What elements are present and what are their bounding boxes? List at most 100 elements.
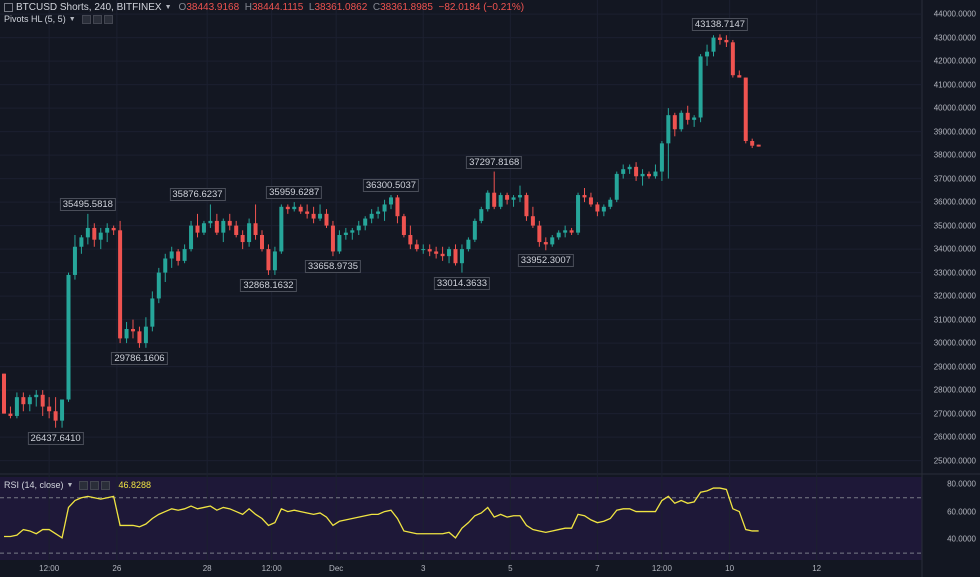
rsi-pane-background xyxy=(0,477,922,560)
candle-body xyxy=(505,195,510,200)
candle-body xyxy=(176,251,181,261)
candle-body xyxy=(511,197,516,200)
candle-body xyxy=(111,227,116,231)
candle-body xyxy=(685,112,690,120)
pivot-label: 33952.3007 xyxy=(517,254,574,268)
price-tick-label: 31000.0000 xyxy=(933,315,976,325)
price-tick-label: 43000.0000 xyxy=(933,33,976,43)
candle-body xyxy=(182,249,187,261)
candle-body xyxy=(414,244,419,250)
candle-body xyxy=(337,235,342,252)
candle-body xyxy=(14,397,19,416)
candle-body xyxy=(408,235,413,245)
open-value: 38443.9168 xyxy=(186,1,240,13)
rsi-indicator-legend: RSI (14, close) ▼ 46.8288 xyxy=(4,480,151,490)
candle-body xyxy=(627,166,632,170)
candle-body xyxy=(343,232,348,235)
candle-body xyxy=(85,227,90,238)
candle-body xyxy=(621,169,626,174)
high-value: 38444.1115 xyxy=(251,1,304,13)
candle-body xyxy=(472,220,477,240)
price-tick-label: 28000.0000 xyxy=(933,385,976,395)
pivot-label: 35876.6237 xyxy=(169,188,226,202)
price-tick-label: 37000.0000 xyxy=(933,174,976,184)
time-tick-label: 10 xyxy=(725,564,735,573)
time-tick-label: 12:00 xyxy=(39,564,60,573)
candle-body xyxy=(143,326,148,344)
candle-body xyxy=(440,253,445,257)
candle-body xyxy=(72,246,77,275)
candle-body xyxy=(260,235,264,250)
candle-body xyxy=(156,272,161,299)
candle-body xyxy=(698,56,703,118)
price-tick-label: 25000.0000 xyxy=(933,456,976,466)
eye-icon[interactable] xyxy=(81,14,91,24)
candle-body xyxy=(266,249,271,271)
candle-body xyxy=(608,199,613,207)
rsi-line xyxy=(4,487,759,539)
candle-body xyxy=(711,37,716,52)
chevron-down-icon[interactable]: ▼ xyxy=(66,481,74,489)
gear-icon[interactable] xyxy=(90,480,100,490)
candle-body xyxy=(563,230,568,233)
candle-body xyxy=(717,37,722,40)
candle-body xyxy=(163,258,168,273)
rsi-current-value: 46.8288 xyxy=(118,480,152,490)
candle-body xyxy=(305,211,310,214)
time-tick-label: 5 xyxy=(508,564,513,573)
candle-body xyxy=(227,220,232,226)
price-tick-label: 30000.0000 xyxy=(933,338,976,348)
price-tick-label: 40000.0000 xyxy=(933,103,976,113)
candle-body xyxy=(659,143,664,172)
candle-body xyxy=(285,206,290,210)
close-label: C xyxy=(372,1,381,13)
candle-body xyxy=(395,197,400,217)
rsi-indicator-label[interactable]: RSI (14, close) xyxy=(4,480,64,490)
time-tick-label: 28 xyxy=(202,564,212,573)
candle-body xyxy=(401,216,406,235)
pivots-indicator-label[interactable]: Pivots HL (5, 5) xyxy=(4,14,66,24)
pivot-label: 33014.3633 xyxy=(433,276,491,290)
candle-body xyxy=(427,249,432,252)
candle-body xyxy=(569,230,574,233)
price-tick-label: 26000.0000 xyxy=(933,432,976,442)
candle-body xyxy=(485,192,490,210)
price-tick-label: 33000.0000 xyxy=(933,268,976,278)
candle-body xyxy=(634,166,639,177)
candle-body xyxy=(240,235,245,243)
candle-body xyxy=(576,195,581,233)
candle-body xyxy=(653,171,658,177)
candle-body xyxy=(434,251,439,254)
candle-body xyxy=(369,213,374,219)
pivot-label: 35959.6287 xyxy=(266,186,323,200)
gear-icon[interactable] xyxy=(92,14,102,24)
price-tick-label: 29000.0000 xyxy=(933,362,976,372)
candle-body xyxy=(350,230,355,233)
candle-body xyxy=(318,213,323,219)
candle-body xyxy=(272,251,277,271)
close-icon[interactable] xyxy=(103,14,113,24)
change-value: −82.0184 (−0.21%) xyxy=(438,1,525,13)
open-label: O xyxy=(178,1,187,13)
chevron-down-icon[interactable]: ▼ xyxy=(164,3,172,11)
candle-body xyxy=(118,230,123,339)
candle-body xyxy=(169,251,174,259)
candle-body xyxy=(750,141,755,146)
symbol-title[interactable]: BTCUSD Shorts, 240, BITFINEX xyxy=(16,1,162,13)
rsi-tick-label: 80.0000 xyxy=(947,479,976,489)
close-icon[interactable] xyxy=(101,480,111,490)
eye-icon[interactable] xyxy=(79,480,89,490)
candle-body xyxy=(279,206,284,252)
price-tick-label: 35000.0000 xyxy=(933,221,976,231)
candle-body xyxy=(292,206,297,210)
candle-body xyxy=(234,225,239,235)
candle-body xyxy=(27,397,32,405)
close-value: 38361.8985 xyxy=(380,1,433,13)
candle-body xyxy=(34,394,39,398)
rsi-tick-label: 40.0000 xyxy=(947,534,976,544)
chevron-down-icon[interactable]: ▼ xyxy=(68,15,76,23)
collapse-legend-icon[interactable] xyxy=(4,2,13,12)
candle-body xyxy=(150,298,155,327)
candle-body xyxy=(208,220,213,224)
